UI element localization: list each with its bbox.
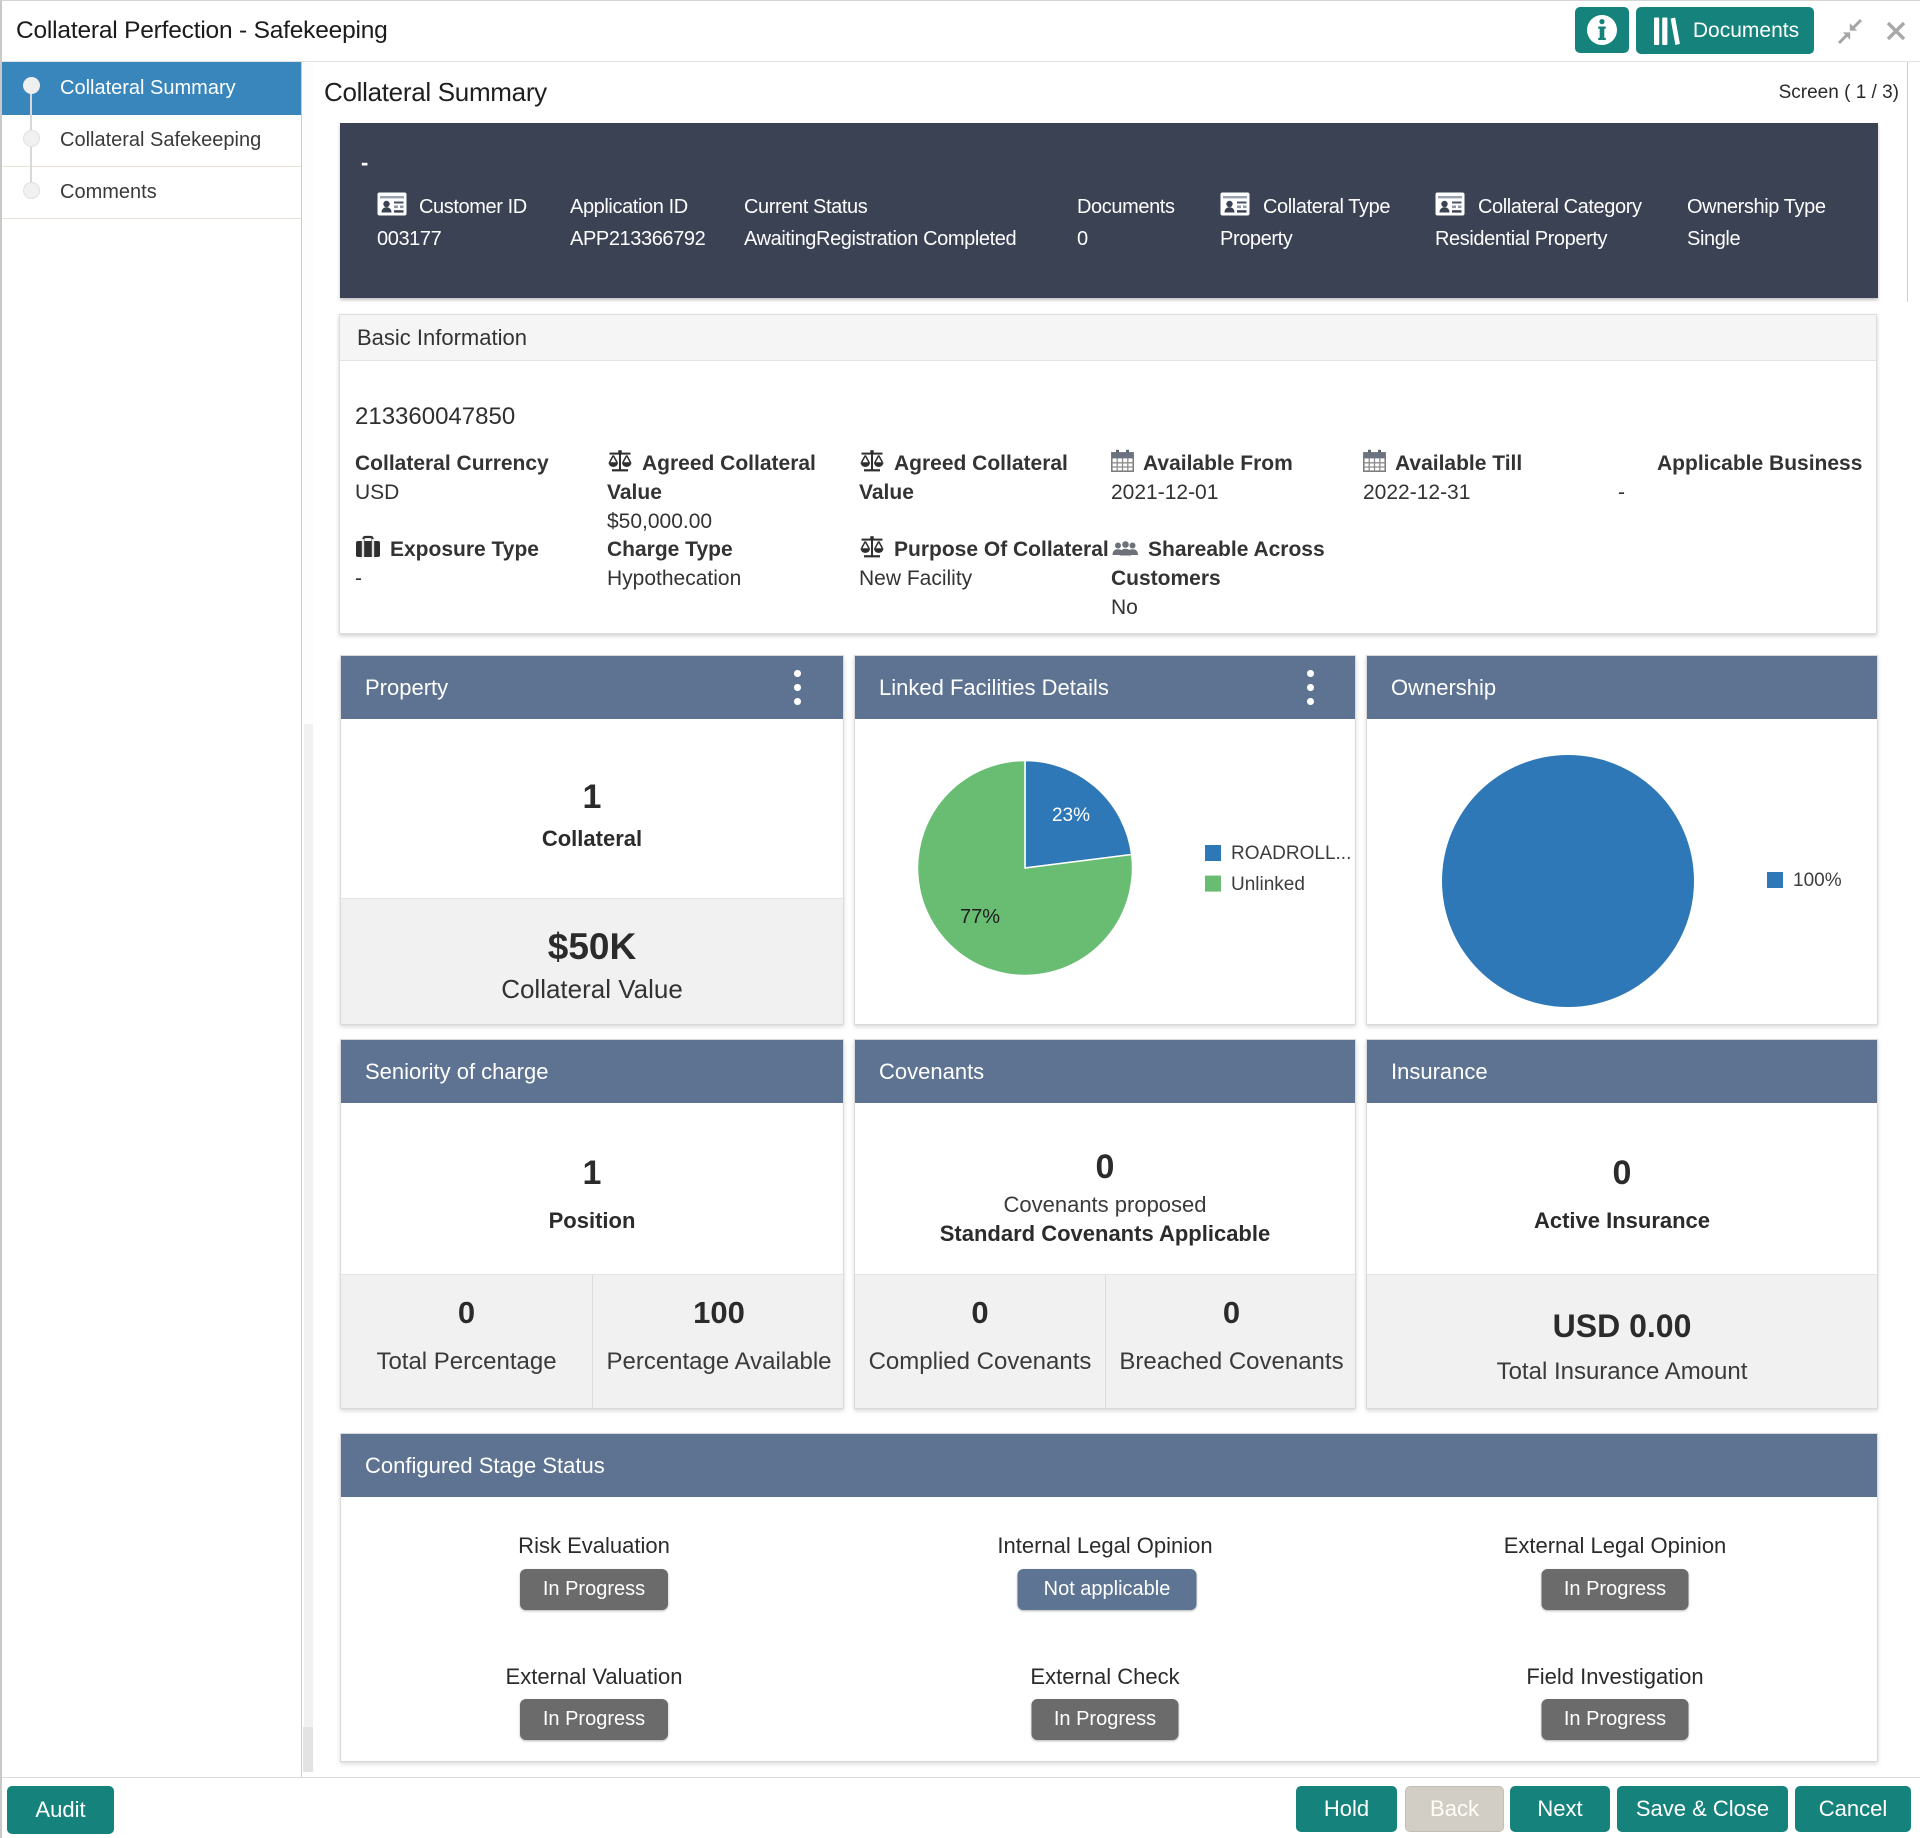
svg-text:ROADROLL...: ROADROLL... <box>1231 843 1351 864</box>
svg-text:77%: 77% <box>960 906 1000 928</box>
svg-text:Unlinked: Unlinked <box>1231 874 1305 895</box>
svg-text:23%: 23% <box>1052 805 1090 826</box>
svg-text:100%: 100% <box>1793 870 1842 891</box>
